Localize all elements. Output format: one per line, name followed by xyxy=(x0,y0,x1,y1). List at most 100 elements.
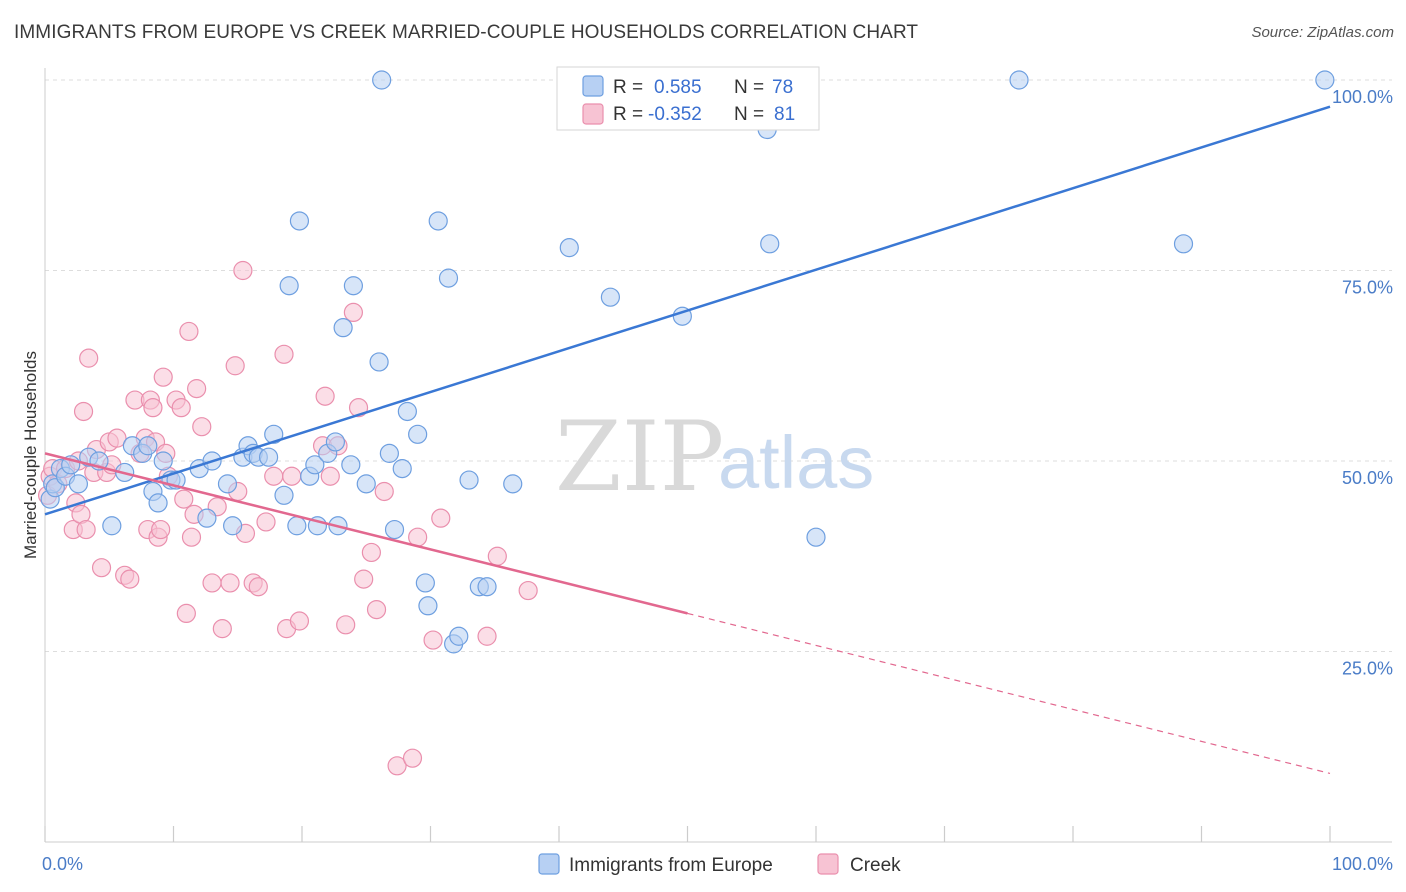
bottom-legend-creek: Creek xyxy=(850,855,901,876)
creek-point-14 xyxy=(91,558,112,578)
creek-trend-extrapolated xyxy=(687,612,1331,775)
europe-point-48 xyxy=(392,459,412,479)
creek-point-30 xyxy=(153,367,173,387)
europe-point-29 xyxy=(264,424,284,444)
creek-point-45 xyxy=(220,573,240,593)
watermark-zip: ZIP xyxy=(555,401,724,513)
europe-point-44 xyxy=(369,352,389,372)
europe-point-41 xyxy=(341,455,361,475)
creek-point-35 xyxy=(174,489,194,509)
creek-point-72 xyxy=(431,508,451,528)
creek-point-44 xyxy=(212,619,232,639)
creek-point-68 xyxy=(374,481,394,502)
creek-points xyxy=(37,260,538,776)
europe-point-42 xyxy=(343,276,363,296)
europe-point-50 xyxy=(408,424,428,444)
creek-point-63 xyxy=(343,302,363,323)
trend-lines xyxy=(44,105,1331,775)
creek-point-20 xyxy=(120,569,140,589)
europe-point-22 xyxy=(217,474,238,494)
creek-point-34 xyxy=(171,398,191,418)
europe-point-59 xyxy=(477,577,497,597)
creek-point-51 xyxy=(248,577,268,597)
creek-point-41 xyxy=(192,417,212,437)
europe-point-67 xyxy=(760,234,780,254)
creek-point-48 xyxy=(233,260,253,281)
europe-point-20 xyxy=(197,508,217,528)
europe-point-43 xyxy=(356,474,376,494)
creek-point-26 xyxy=(143,398,163,418)
bottom-legend-swatch-creek xyxy=(817,853,839,875)
creek-point-70 xyxy=(402,748,423,768)
creek-point-65 xyxy=(354,569,374,589)
creek-point-76 xyxy=(518,580,538,601)
x-tick-label-0: 0.0% xyxy=(42,854,83,874)
europe-point-57 xyxy=(459,470,479,490)
creek-point-62 xyxy=(336,615,356,635)
y-tick-labels: 25.0% 50.0% 75.0% 100.0% xyxy=(1332,87,1393,679)
creek-point-52 xyxy=(256,512,276,532)
europe-point-54 xyxy=(438,268,459,288)
bottom-legend-europe: Immigrants from Europe xyxy=(569,855,773,876)
europe-point-46 xyxy=(379,443,399,463)
creek-point-42 xyxy=(202,573,222,593)
europe-point-35 xyxy=(305,455,325,475)
creek-point-54 xyxy=(274,344,294,364)
series-legend: Immigrants from Europe Creek xyxy=(538,853,901,876)
legend-n-value-europe: 78 xyxy=(772,77,793,98)
europe-point-40 xyxy=(333,318,353,338)
creek-point-73 xyxy=(423,630,443,650)
creek-point-29 xyxy=(151,519,171,540)
europe-point-30 xyxy=(274,485,294,505)
source-label: Source: ZipAtlas.com xyxy=(1251,24,1394,41)
europe-point-23 xyxy=(223,516,243,536)
axes xyxy=(44,68,1392,843)
grid-lines xyxy=(45,79,1392,652)
creek-point-11 xyxy=(79,348,99,368)
x-tick-labels: 0.0% 100.0% xyxy=(42,854,1393,874)
creek-point-40 xyxy=(187,379,207,399)
europe-point-53 xyxy=(428,211,448,231)
europe-points xyxy=(40,70,1335,654)
legend-swatch-europe xyxy=(582,75,604,97)
creek-point-69 xyxy=(387,756,407,776)
x-tick-label-1: 100.0% xyxy=(1332,854,1393,874)
creek-point-66 xyxy=(361,542,381,563)
legend-n-value-creek: 81 xyxy=(774,104,795,125)
creek-point-46 xyxy=(225,356,245,376)
watermark-atlas: atlas xyxy=(718,421,874,504)
europe-point-51 xyxy=(415,573,435,593)
europe-point-56 xyxy=(449,626,469,646)
europe-point-68 xyxy=(806,527,826,547)
creek-point-56 xyxy=(282,466,302,486)
creek-point-57 xyxy=(289,611,310,631)
europe-point-61 xyxy=(559,238,579,258)
europe-point-47 xyxy=(384,519,405,540)
creek-point-37 xyxy=(179,321,199,342)
y-axis-label: Married-couple Households xyxy=(21,351,40,559)
europe-point-70 xyxy=(1173,234,1194,254)
creek-point-10 xyxy=(76,519,96,540)
watermark: ZIP atlas xyxy=(555,401,874,513)
creek-point-67 xyxy=(366,599,387,620)
creek-point-9 xyxy=(73,401,94,422)
legend-r-label-europe: R = xyxy=(613,77,643,98)
europe-point-32 xyxy=(287,516,307,536)
europe-point-49 xyxy=(397,401,417,422)
creek-point-53 xyxy=(264,466,284,486)
bottom-legend-swatch-europe xyxy=(538,853,560,875)
legend-swatch-creek xyxy=(582,103,604,125)
europe-point-6 xyxy=(68,474,89,494)
europe-trend-line xyxy=(44,105,1331,516)
europe-point-60 xyxy=(503,474,523,494)
creek-point-75 xyxy=(487,546,507,566)
y-tick-label-3: 100.0% xyxy=(1332,87,1393,107)
legend-r-value-creek: -0.352 xyxy=(648,104,702,125)
europe-point-9 xyxy=(102,516,122,536)
europe-point-71 xyxy=(1315,70,1335,90)
europe-point-69 xyxy=(1009,70,1029,90)
europe-point-28 xyxy=(258,447,279,467)
legend-n-label-europe: N = xyxy=(734,77,764,98)
europe-point-16 xyxy=(153,451,173,471)
